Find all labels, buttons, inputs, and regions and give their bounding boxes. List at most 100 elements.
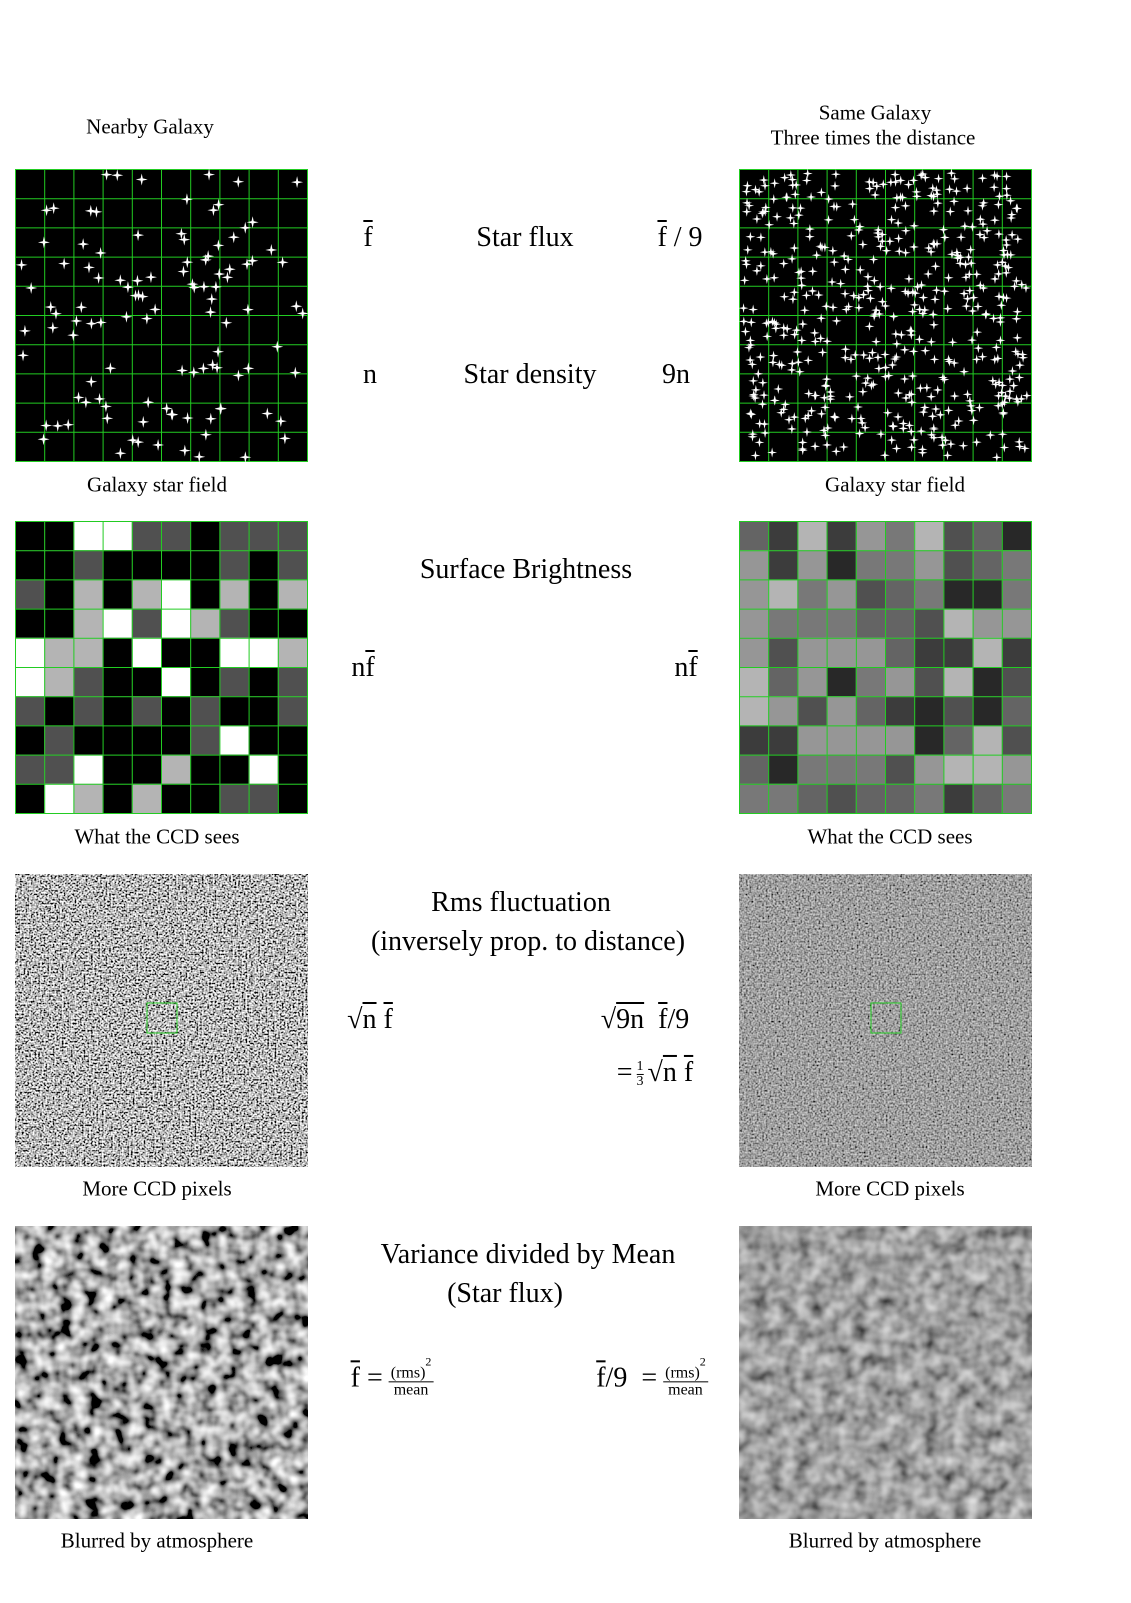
symbol: √ [347, 1004, 363, 1035]
heading: Nearby Galaxy [86, 114, 214, 139]
ccd-pixel [190, 725, 220, 755]
ccd-pixel [739, 579, 769, 609]
ccd-pixel [277, 550, 308, 580]
ccd-pixel [161, 725, 191, 755]
ccd-pixel [826, 608, 856, 638]
symbol: /9 [605, 1362, 628, 1394]
pixel-box [870, 1002, 902, 1034]
ccd-pixel [15, 608, 45, 638]
symbol: = [366, 1362, 383, 1394]
label: (Star flux) [447, 1278, 563, 1309]
ccd-pixel [15, 783, 45, 814]
ccd-pixel [855, 550, 886, 580]
numerator: (rms)2 [388, 1355, 434, 1383]
ccd-pixel [826, 667, 856, 697]
ccd-pixel [1001, 754, 1032, 784]
ccd-pixel [219, 696, 249, 726]
caption: What the CCD sees [807, 824, 973, 849]
ccd-pixel [15, 637, 45, 668]
ccd-pixel [15, 579, 45, 609]
ccd-pixel [131, 550, 162, 580]
ccd-pixel [73, 783, 103, 814]
exponent: 2 [699, 1354, 706, 1369]
ccd-pixel [219, 550, 249, 580]
ccd-pixel [190, 550, 220, 580]
ccd-pixel [826, 550, 856, 580]
ccd-pixel [972, 521, 1002, 551]
caption: What the CCD sees [74, 824, 240, 849]
ccd-pixel [914, 754, 944, 784]
ccd-pixel [885, 783, 915, 814]
ccd-pixel [131, 754, 162, 784]
ccd-pixel [1001, 783, 1032, 814]
ccd-pixel [739, 725, 769, 755]
ccd-pixel [972, 783, 1002, 814]
symbol: 9n [616, 1004, 645, 1035]
ccd-pixel [15, 696, 45, 726]
ccd-grid [739, 521, 1032, 814]
ccd-pixel [797, 754, 827, 784]
ccd-pixel [15, 550, 45, 580]
ccd-pixel [914, 521, 944, 551]
symbol: f [596, 1362, 606, 1394]
star-field [739, 169, 1032, 462]
ccd-pixel [768, 725, 798, 755]
ccd-pixel [739, 521, 769, 551]
symbol: (rms) [665, 1364, 700, 1382]
ccd-pixel [190, 521, 220, 551]
formula: n [363, 359, 377, 390]
symbol: f [350, 1362, 360, 1394]
ccd-noise [739, 874, 1032, 1167]
ccd-pixel [972, 667, 1002, 697]
ccd-pixel [914, 696, 944, 726]
ccd-pixel [277, 783, 308, 814]
ccd-pixel [161, 667, 191, 697]
ccd-pixel [248, 725, 278, 755]
ccd-pixel [855, 725, 886, 755]
formula: f [363, 224, 372, 252]
symbol: f [658, 1004, 668, 1035]
ccd-pixel [15, 521, 45, 551]
formula: = 1 3 √n f [617, 1058, 694, 1089]
ccd-pixel [768, 608, 798, 638]
ccd-pixel [943, 696, 973, 726]
ccd-pixel [44, 667, 74, 697]
symbol: f [383, 1004, 393, 1035]
formula: f = (rms)2 mean [350, 1355, 434, 1398]
ccd-pixel [885, 608, 915, 638]
heading: Same Galaxy [818, 100, 932, 125]
ccd-pixel [190, 637, 220, 668]
symbol: /9 [667, 1004, 690, 1035]
ccd-pixel [943, 725, 973, 755]
ccd-pixel [161, 550, 191, 580]
ccd-pixel [44, 754, 74, 784]
ccd-pixel [277, 579, 308, 609]
ccd-pixel [797, 667, 827, 697]
ccd-pixel [855, 783, 886, 814]
ccd-pixel [797, 696, 827, 726]
symbol: f [363, 222, 373, 253]
ccd-pixel [161, 696, 191, 726]
ccd-pixel [73, 637, 103, 668]
ccd-pixel [102, 754, 132, 784]
ccd-pixel [972, 637, 1002, 668]
ccd-pixel [1001, 637, 1032, 668]
ccd-pixel [277, 521, 308, 551]
ccd-noise [15, 874, 308, 1167]
ccd-pixel [768, 696, 798, 726]
ccd-pixel [826, 754, 856, 784]
ccd-pixel [73, 696, 103, 726]
ccd-pixel [102, 667, 132, 697]
ccd-pixel [739, 550, 769, 580]
ccd-pixel [73, 754, 103, 784]
ccd-pixel [73, 725, 103, 755]
caption: Galaxy star field [87, 472, 227, 497]
caption: More CCD pixels [82, 1176, 232, 1201]
ccd-pixel [943, 754, 973, 784]
symbol: √ [600, 1004, 617, 1035]
ccd-pixel [219, 521, 249, 551]
ccd-pixel [1001, 521, 1032, 551]
ccd-pixel [219, 579, 249, 609]
